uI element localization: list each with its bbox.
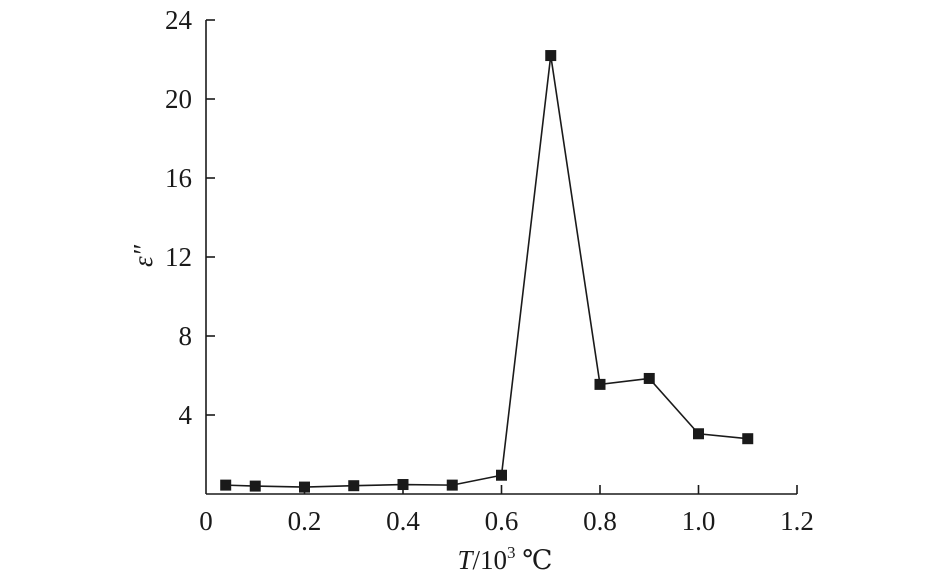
data-point [693, 428, 704, 440]
series-line [225, 55, 748, 488]
y-tick-label: 20 [165, 84, 192, 114]
x-tick-label: 0 [199, 506, 213, 536]
data-point [643, 372, 655, 384]
series-group [220, 50, 754, 493]
data-point [299, 481, 310, 493]
data-point [249, 480, 261, 492]
x-tick-label: 1.2 [780, 506, 814, 536]
data-point [594, 378, 606, 390]
x-tick-label: 0.8 [583, 506, 617, 536]
data-point [496, 469, 507, 481]
x-tick-label: 0.2 [288, 506, 322, 536]
x-axis-label-unit: ℃ [516, 545, 553, 575]
x-axis-label: T/103 ℃ [457, 543, 552, 575]
data-point [397, 479, 409, 491]
data-point [742, 433, 754, 445]
data-point [348, 480, 360, 492]
data-point [220, 479, 232, 491]
x-tick-label: 1.0 [682, 506, 716, 536]
x-axis-label-sup: 3 [507, 543, 516, 562]
y-tick-label: 8 [179, 321, 193, 351]
y-axis-label: ε″ [128, 244, 158, 267]
y-tick-label: 4 [179, 400, 193, 430]
x-tick-label: 0.4 [386, 506, 420, 536]
y-tick-label: 12 [165, 242, 192, 272]
x-tick-label: 0.6 [485, 506, 519, 536]
x-axis-label-var: T [457, 545, 474, 575]
y-ticks: 4 8 12 16 20 24 [165, 5, 215, 430]
axes [205, 20, 797, 495]
data-point [545, 50, 557, 62]
x-ticks: 0 0.2 0.4 0.6 0.8 1.0 1.2 [199, 485, 814, 536]
x-axis-label-rest: /10 [473, 545, 508, 575]
data-point [446, 479, 458, 491]
y-tick-label: 24 [165, 5, 193, 35]
y-tick-label: 16 [165, 163, 192, 193]
